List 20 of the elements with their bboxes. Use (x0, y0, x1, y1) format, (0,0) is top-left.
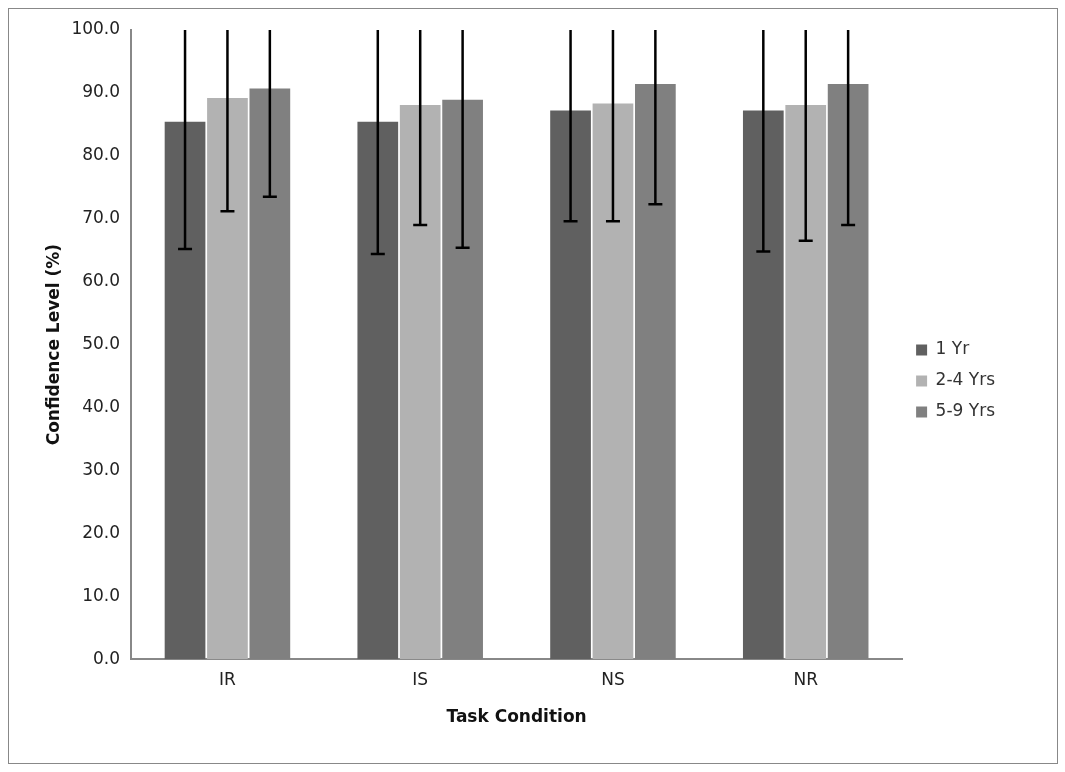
y-tick-label: 10.0 (82, 584, 121, 605)
y-tick-label: 90.0 (82, 81, 121, 102)
y-tick-label: 70.0 (82, 207, 121, 228)
y-tick-label: 60.0 (82, 270, 121, 291)
x-tick-label: IR (219, 668, 237, 689)
y-tick-label: 40.0 (82, 395, 121, 416)
y-tick-label: 0.0 (93, 647, 121, 668)
x-axis-title: Task Condition (446, 706, 587, 727)
legend-label: 2-4 Yrs (935, 369, 996, 390)
y-tick-label: 30.0 (82, 458, 121, 479)
x-tick-label: IS (412, 668, 429, 689)
legend-label: 1 Yr (935, 338, 970, 359)
legend-label: 5-9 Yrs (935, 400, 996, 421)
y-tick-label: 50.0 (82, 333, 121, 354)
x-tick-label: NS (601, 668, 625, 689)
y-tick-label: 100.0 (71, 18, 121, 39)
y-tick-label: 80.0 (82, 144, 121, 165)
y-axis-title: Confidence Level (%) (42, 243, 63, 446)
x-tick-label: NR (793, 668, 819, 689)
y-tick-label: 20.0 (82, 521, 121, 542)
